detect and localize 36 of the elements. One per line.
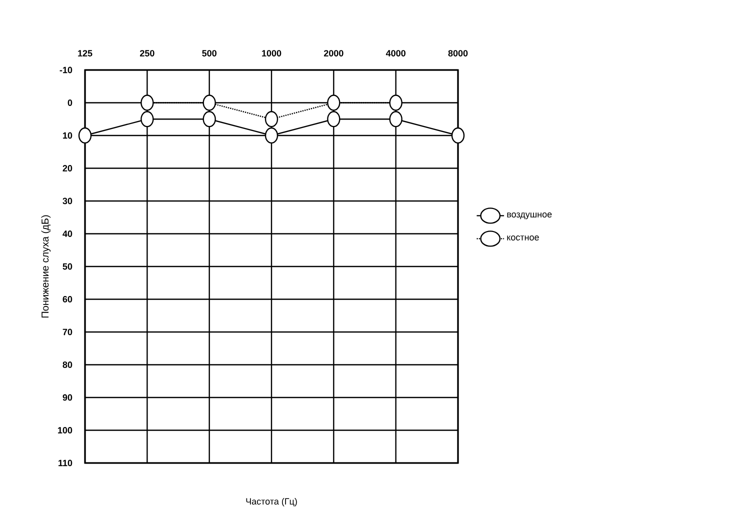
legend-label: воздушное [507,212,552,220]
y-tick-label: 70 [62,328,72,336]
point [264,111,278,128]
y-tick-label: 30 [62,198,72,204]
y-tick-label: 0 [68,100,72,106]
legend-label: костное [507,236,539,240]
point [389,94,402,111]
point [140,111,154,128]
point [202,94,216,111]
point [389,111,402,128]
x-tick-label: 4000 [386,50,406,56]
y-tick-label: 10 [63,132,72,139]
y-tick-label: 100 [58,427,72,434]
y-axis-title: Понижение слуха (дБ) [41,215,51,318]
point [78,127,92,144]
point [264,127,278,144]
point [327,94,340,111]
y-tick-label: 60 [62,296,72,302]
y-tick-label: -10 [60,66,72,74]
x-axis-title: Частота (Гц) [246,498,297,506]
x-tick-label: 8000 [448,50,468,56]
y-tick-label: 110 [58,460,72,466]
x-tick-label: 2000 [324,50,344,56]
x-tick-label: 125 [78,50,92,56]
point [451,127,465,144]
y-tick-label: 50 [62,263,72,270]
point [202,111,216,128]
x-tick-label: 500 [202,50,216,56]
y-tick-label: 80 [62,362,72,368]
y-tick-label: 40 [62,230,72,237]
point [327,111,340,128]
x-tick-label: 250 [140,50,154,56]
x-tick-label: 1000 [262,50,282,56]
y-tick-label: 90 [62,394,72,401]
point [140,94,154,111]
y-tick-label: 20 [62,165,72,172]
